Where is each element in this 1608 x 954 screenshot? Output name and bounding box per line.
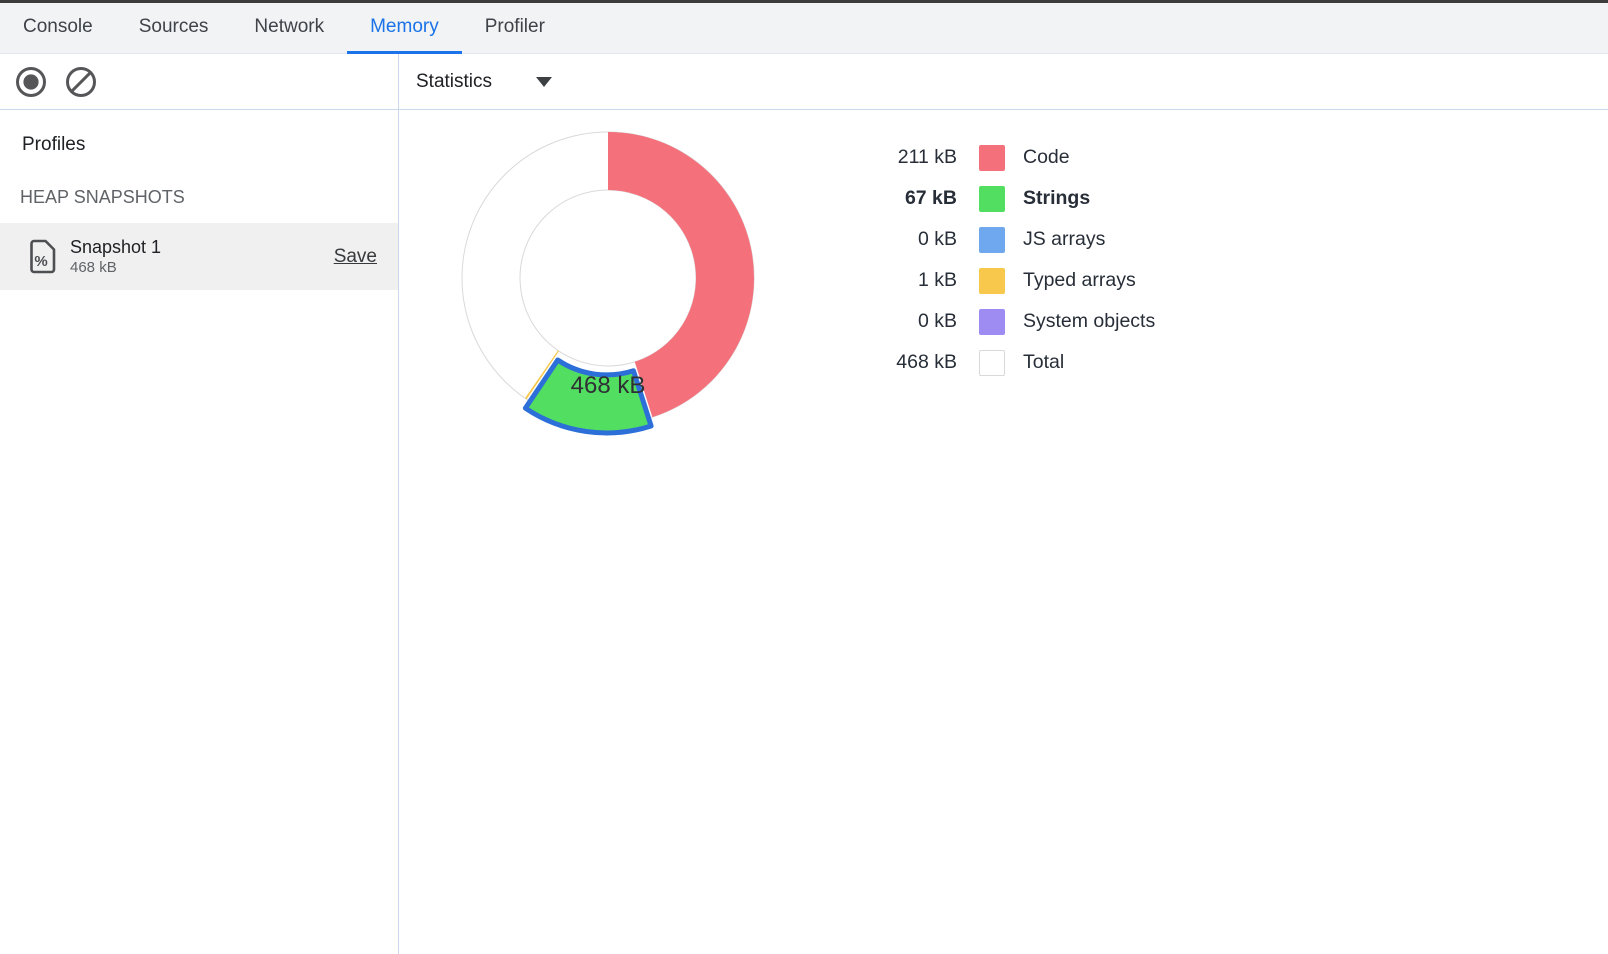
heap-snapshots-section-title: HEAP SNAPSHOTS: [20, 187, 185, 207]
legend-row-total[interactable]: 468 kB Total: [857, 342, 1155, 383]
legend-value: 67 kB: [904, 187, 957, 209]
snapshot-name: Snapshot 1: [70, 237, 162, 257]
heap-snapshot-file-icon: %: [30, 239, 56, 274]
legend-row-typed-arrays[interactable]: 1 kB Typed arrays: [857, 260, 1155, 301]
sidebar-item-snapshot-1[interactable]: % Snapshot 1 468 kB Save: [0, 223, 398, 290]
legend-swatch: [979, 185, 1005, 212]
toolbar: Statistics: [0, 54, 1608, 110]
panel-body: Profiles HEAP SNAPSHOTS % Snapshot 1 468…: [0, 110, 1608, 954]
legend-label: Typed arrays: [1023, 269, 1136, 291]
legend-value: 0 kB: [917, 228, 957, 250]
legend-value: 0 kB: [917, 310, 957, 332]
legend-swatch: [979, 349, 1005, 376]
legend-label: Total: [1023, 351, 1065, 373]
legend-swatch: [979, 226, 1005, 253]
legend-label: System objects: [1023, 310, 1156, 332]
svg-text:%: %: [34, 253, 47, 270]
pie-slice-typed-arrays[interactable]: [525, 350, 559, 400]
snapshot-size: 468 kB: [70, 259, 117, 276]
window-top-edge: [0, 0, 1608, 3]
snapshot-text: Snapshot 1 468 kB: [70, 236, 161, 277]
legend-row-js-arrays[interactable]: 0 kB JS arrays: [857, 219, 1155, 260]
devtools-tab-bar: Console Sources Network Memory Profiler: [0, 3, 1608, 54]
perspective-label: Statistics: [416, 70, 493, 92]
record-heap-snapshot-button[interactable]: [14, 65, 48, 99]
perspective-dropdown[interactable]: Statistics: [416, 70, 553, 93]
legend-row-code[interactable]: 211 kB Code: [857, 137, 1155, 178]
profiles-toolbar: [0, 54, 399, 109]
legend-swatch: [979, 267, 1005, 294]
legend-swatch: [979, 144, 1005, 171]
clear-profiles-button[interactable]: [64, 65, 98, 99]
legend-value: 468 kB: [896, 351, 957, 373]
legend-row-system-objects[interactable]: 0 kB System objects: [857, 301, 1155, 342]
pie-svg[interactable]: [448, 118, 768, 438]
legend-label: Code: [1023, 146, 1070, 168]
tab-sources[interactable]: Sources: [138, 16, 209, 37]
legend-value: 211 kB: [897, 146, 957, 168]
profiles-sidebar: Profiles HEAP SNAPSHOTS % Snapshot 1 468…: [0, 110, 399, 954]
tab-console[interactable]: Console: [23, 16, 93, 37]
legend-label: JS arrays: [1023, 228, 1106, 250]
pie-slice-strings[interactable]: [522, 357, 654, 436]
pie-slice-code[interactable]: [608, 132, 755, 418]
record-icon: [16, 66, 46, 97]
statistics-view: 468 kB 211 kB Code 67 kB Strings 0 kB JS arra…: [399, 110, 1608, 954]
chart-legend: 211 kB Code 67 kB Strings 0 kB JS arrays 1 kB T…: [857, 137, 1155, 383]
tab-network[interactable]: Network: [254, 16, 325, 37]
save-snapshot-link[interactable]: Save: [333, 245, 377, 267]
legend-value: 1 kB: [917, 269, 957, 291]
tab-memory[interactable]: Memory: [347, 3, 462, 54]
view-toolbar: Statistics: [399, 54, 1608, 109]
profiles-heading: Profiles: [22, 134, 86, 155]
legend-swatch: [979, 308, 1005, 335]
legend-row-strings[interactable]: 67 kB Strings: [857, 178, 1155, 219]
clear-icon: [66, 66, 96, 97]
legend-label: Strings: [1023, 187, 1091, 209]
chevron-down-icon: [536, 76, 553, 87]
tab-profiler[interactable]: Profiler: [484, 16, 545, 37]
